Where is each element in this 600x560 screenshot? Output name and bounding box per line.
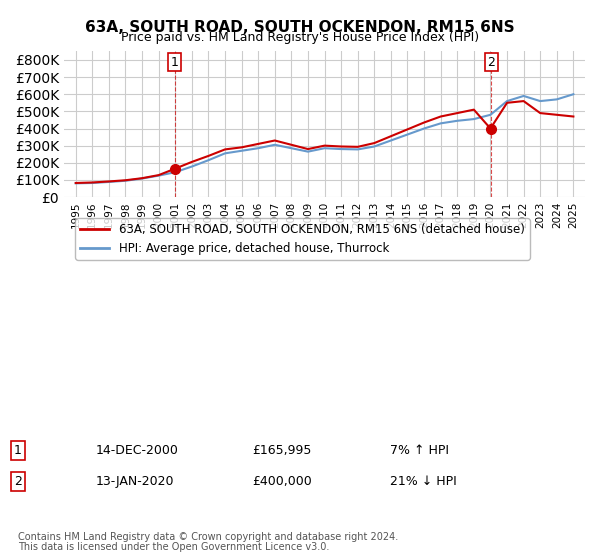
Text: 2: 2 xyxy=(14,475,22,488)
Text: 1: 1 xyxy=(14,444,22,458)
Text: 7% ↑ HPI: 7% ↑ HPI xyxy=(390,444,449,458)
Text: 63A, SOUTH ROAD, SOUTH OCKENDON, RM15 6NS: 63A, SOUTH ROAD, SOUTH OCKENDON, RM15 6N… xyxy=(85,20,515,35)
Text: 1: 1 xyxy=(170,56,179,69)
Text: 21% ↓ HPI: 21% ↓ HPI xyxy=(390,475,457,488)
Text: 13-JAN-2020: 13-JAN-2020 xyxy=(96,475,175,488)
Text: This data is licensed under the Open Government Licence v3.0.: This data is licensed under the Open Gov… xyxy=(18,542,329,552)
Text: Contains HM Land Registry data © Crown copyright and database right 2024.: Contains HM Land Registry data © Crown c… xyxy=(18,532,398,542)
Legend: 63A, SOUTH ROAD, SOUTH OCKENDON, RM15 6NS (detached house), HPI: Average price, : 63A, SOUTH ROAD, SOUTH OCKENDON, RM15 6N… xyxy=(75,218,530,260)
Text: £165,995: £165,995 xyxy=(252,444,311,458)
Text: 14-DEC-2000: 14-DEC-2000 xyxy=(96,444,179,458)
Text: 2: 2 xyxy=(487,56,495,69)
Text: Price paid vs. HM Land Registry's House Price Index (HPI): Price paid vs. HM Land Registry's House … xyxy=(121,31,479,44)
Text: £400,000: £400,000 xyxy=(252,475,312,488)
